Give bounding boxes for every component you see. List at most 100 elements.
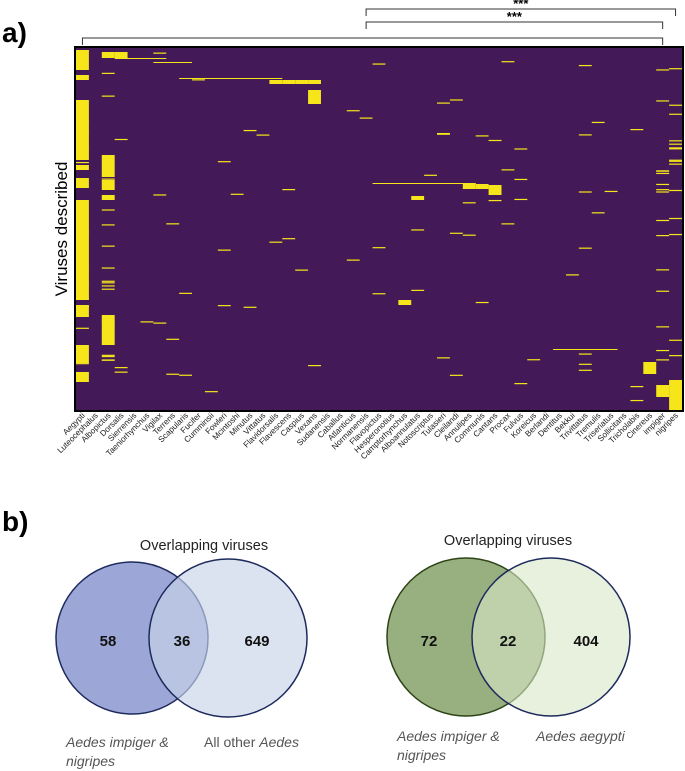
venn1-right-label-italic: Aedes [258,734,299,750]
venn1-left-count: 58 [100,633,117,650]
heatmap-cell-vexans [308,90,321,104]
heatmap-cell-sparse [669,148,682,150]
heatmap-cell-aegypti [76,282,89,284]
heatmap-cell-aegypti [76,305,89,317]
heatmap-cell-cinereus [643,362,657,374]
heatmap-cell-sparse [488,139,502,142]
heatmap-cell-sparse [217,249,231,251]
venn1-right-label-pre: All other [204,734,256,750]
heatmap-cell-sparse [669,147,682,149]
heatmap-cell-albopictus [101,95,115,97]
heatmap-cell-sparse [153,322,167,324]
heatmap-cell-sparse [656,349,670,352]
heatmap [76,48,682,410]
heatmap-cell-sparse [669,68,682,70]
significance-bracket [365,8,677,16]
heatmap-cell-aegypti [76,200,89,300]
heatmap-cell-sparse [488,199,502,202]
heatmap-cell-row [101,52,115,58]
heatmap-cell-sparse [411,229,425,231]
heatmap-cell-sparse [514,383,528,385]
heatmap-cell-sparse [346,110,360,112]
heatmap-cell-sparse [424,174,438,176]
heatmap-cell-sparse [656,191,670,193]
heatmap-cell-sparse [166,223,180,225]
heatmap-cell-aegypti [76,178,89,188]
heatmap-cell-sparse [591,121,605,124]
heatmap-cell-sparse [669,104,682,106]
heatmap-cell-sparse [179,374,193,376]
heatmap-cell-sparse [565,274,579,276]
heatmap-cell-row [295,80,309,84]
heatmap-cell-albopictus [101,209,115,211]
heatmap-cell-albopictus [101,282,115,284]
heatmap-cell-sparse [669,339,682,341]
venn1-circle-right [148,558,308,718]
heatmap-cell-sparse [475,301,489,304]
heatmap-cell-sparse [217,305,231,307]
heatmap-cell-sparse [514,178,528,181]
venn-diagram-2: Overlapping viruses 72 22 404 Aedes impi… [386,533,631,763]
heatmap-cell-sparse [437,133,450,135]
heatmap-cell-row [114,52,128,58]
heatmap-cell-sparse [295,269,309,271]
heatmap-cell-sparse [669,143,682,145]
heatmap-cell-sparse [656,183,670,186]
heatmap-cell-albopictus [101,245,115,247]
heatmap-cell-albopictus [101,321,115,323]
heatmap-cell-albopictus [101,72,115,74]
heatmap-cell-sparse [578,64,592,67]
heatmap-frame [74,46,684,412]
heatmap-cell-sparse [578,134,592,136]
heatmap-cell-albopictus [101,285,115,287]
heatmap-cell-sparse [346,259,360,261]
heatmap-cell-aegypti [76,62,89,70]
venn2-left-label-line1: Aedes impiger & [396,728,500,744]
heatmap-cell-sparse [604,190,618,193]
heatmap-cell-row [282,80,296,84]
heatmap-cell-block [411,196,425,200]
heatmap-ylabel: Viruses described [52,162,71,297]
heatmap-cell-sparse [462,202,476,204]
heatmap-cell-sparse [269,241,283,243]
heatmap-cell-albopictus [101,224,115,226]
venn2-left-label-line2: nigripes [397,747,446,763]
heatmap-cell-aegypti [76,266,89,268]
heatmap-cell-sparse [656,290,670,292]
heatmap-cell-sparse [114,367,128,369]
heatmap-row-line [372,183,476,184]
heatmap-cell-sparse [656,359,670,361]
heatmap-cell-sparse [372,63,386,65]
heatmap-xticks: AegyptiLuteocephalusAlbopictusDorsalisSi… [56,411,680,461]
heatmap-cell-sparse [656,189,670,191]
heatmap-cell-albopictus [101,155,115,177]
heatmap-cell-sparse [204,391,218,393]
heatmap-cell-sparse [591,212,605,214]
heatmap-cell-sparse [140,321,154,323]
heatmap-cell-sparse [437,102,450,104]
heatmap-cell-aegypti [76,50,89,62]
heatmap-cell-sparse [449,232,463,234]
heatmap-cell-sparse [192,79,205,81]
heatmap-cell-sparse [475,135,489,137]
heatmap-cell-aegypti [76,345,89,363]
heatmap-cell-aegypti [76,50,89,52]
heatmap-cell-row [269,80,283,84]
venn1-overlap-count: 36 [174,633,191,650]
heatmap-cell-sparse [656,219,670,222]
heatmap-cell-albopictus [101,180,115,190]
heatmap-cell-sparse [656,269,670,271]
heatmap-cell-sparse [578,369,592,371]
venn2-title: Overlapping viruses [444,533,572,549]
heatmap-cell-sparse [230,193,244,195]
heatmap-cell-aegypti [76,372,89,382]
venn1-left-label-line2: nigripes [66,753,115,769]
venn2-overlap-count: 22 [500,633,517,650]
heatmap-cell-sparse [437,357,450,359]
heatmap-cell-albopictus [101,195,115,200]
venn1-right-label: All other Aedes [204,734,299,750]
heatmap-row-line [153,62,193,63]
heatmap-row-line [114,58,167,59]
heatmap-cell-sparse [501,61,515,63]
heatmap-cell-sparse [501,223,515,225]
